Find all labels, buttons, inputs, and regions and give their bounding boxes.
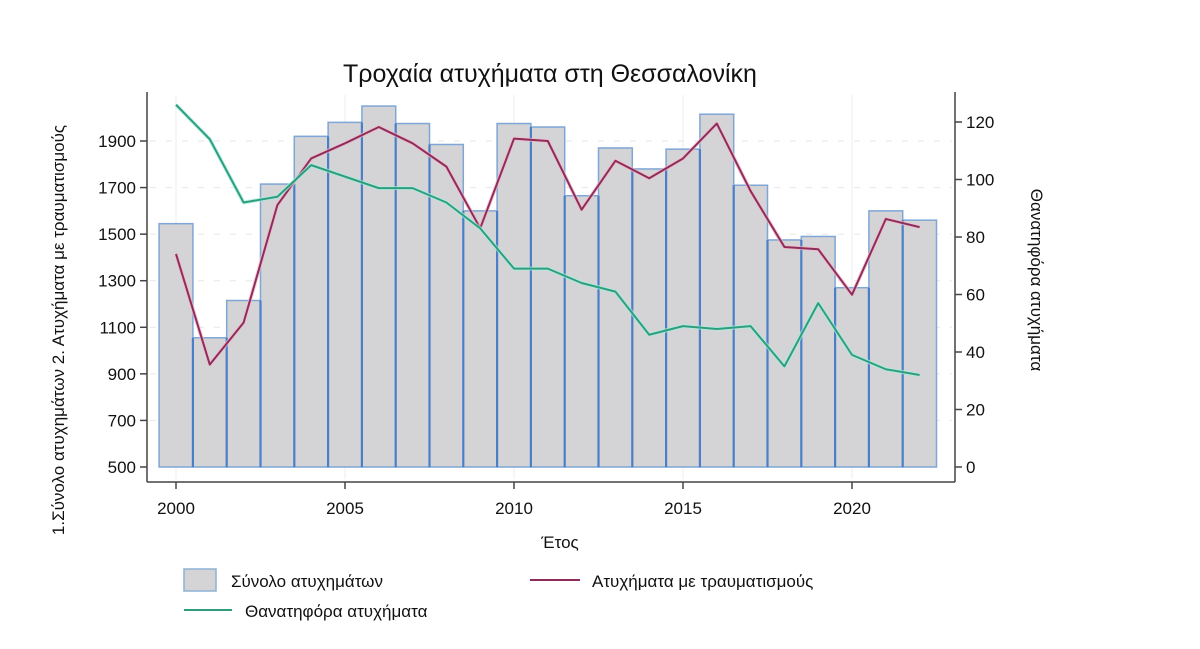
bar-2022 [901, 219, 938, 468]
svg-text:60: 60 [966, 286, 985, 305]
svg-text:1500: 1500 [98, 225, 136, 244]
svg-text:1900: 1900 [98, 132, 136, 151]
legend-label: Θανατηφόρα ατυχήματα [245, 602, 428, 621]
y-axis-right-title: Θανατηφόρα ατυχήματα [1027, 189, 1046, 372]
bar-2011 [530, 126, 566, 468]
y-axis-left-title: 1.Σύνολο ατυχημάτων 2. Ατυχήματα με τραυ… [49, 125, 68, 535]
bar-2009 [462, 210, 498, 468]
bar-2007 [394, 122, 431, 468]
svg-text:40: 40 [966, 343, 985, 362]
svg-text:1300: 1300 [98, 272, 136, 291]
svg-text:120: 120 [966, 113, 994, 132]
svg-text:100: 100 [966, 171, 994, 190]
bar-2001 [192, 337, 228, 468]
svg-text:20: 20 [966, 401, 985, 420]
svg-text:0: 0 [966, 458, 975, 477]
svg-text:900: 900 [108, 365, 136, 384]
x-axis-ticks: 2000 2005 2010 2015 2020 [157, 482, 871, 518]
svg-text:500: 500 [108, 458, 136, 477]
svg-text:2005: 2005 [326, 499, 364, 518]
bar-2016 [699, 113, 735, 468]
x-axis-title: Έτος [540, 533, 578, 552]
svg-text:2000: 2000 [157, 499, 195, 518]
bar-2020 [834, 286, 870, 468]
svg-text:2015: 2015 [664, 499, 702, 518]
svg-text:80: 80 [966, 228, 985, 247]
legend-label: Σύνολο ατυχημάτων [231, 572, 383, 591]
bar-2006 [361, 105, 397, 468]
chart-title: Τροχαία ατυχήματα στη Θεσσαλονίκη [343, 60, 757, 88]
svg-text:2010: 2010 [495, 499, 533, 518]
line-series [174, 103, 921, 377]
legend-bar-swatch-icon [183, 568, 217, 592]
svg-text:2020: 2020 [833, 499, 871, 518]
bar-2015 [665, 148, 701, 468]
svg-text:1700: 1700 [98, 179, 136, 198]
svg-text:700: 700 [108, 411, 136, 430]
bar-2019 [800, 235, 836, 468]
legend-label: Ατυχήματα με τραυματισμούς [592, 572, 813, 591]
bar-2008 [428, 143, 465, 468]
bar-2003 [259, 183, 296, 468]
legend-item-fatal: Θανατηφόρα ατυχήματα [184, 602, 428, 621]
svg-text:1100: 1100 [99, 318, 136, 337]
bar-2012 [563, 194, 600, 468]
y-axis-right-ticks: 0 20 40 60 80 100 120 [955, 113, 994, 477]
y-axis-left-ticks: 500 700 900 1100 1300 1500 1700 1900 [98, 132, 147, 477]
legend-item-total: Σύνολο ατυχημάτων [183, 568, 383, 592]
line-fatal [175, 104, 920, 376]
legend: Σύνολο ατυχημάτων Ατυχήματα με τραυματισ… [183, 568, 813, 621]
legend-item-injuries: Ατυχήματα με τραυματισμούς [530, 572, 813, 591]
bar-2004 [293, 135, 329, 468]
bars-total-accidents [158, 105, 938, 468]
bar-2021 [868, 210, 904, 468]
bar-2000 [158, 222, 194, 468]
axes-frame [146, 92, 956, 483]
